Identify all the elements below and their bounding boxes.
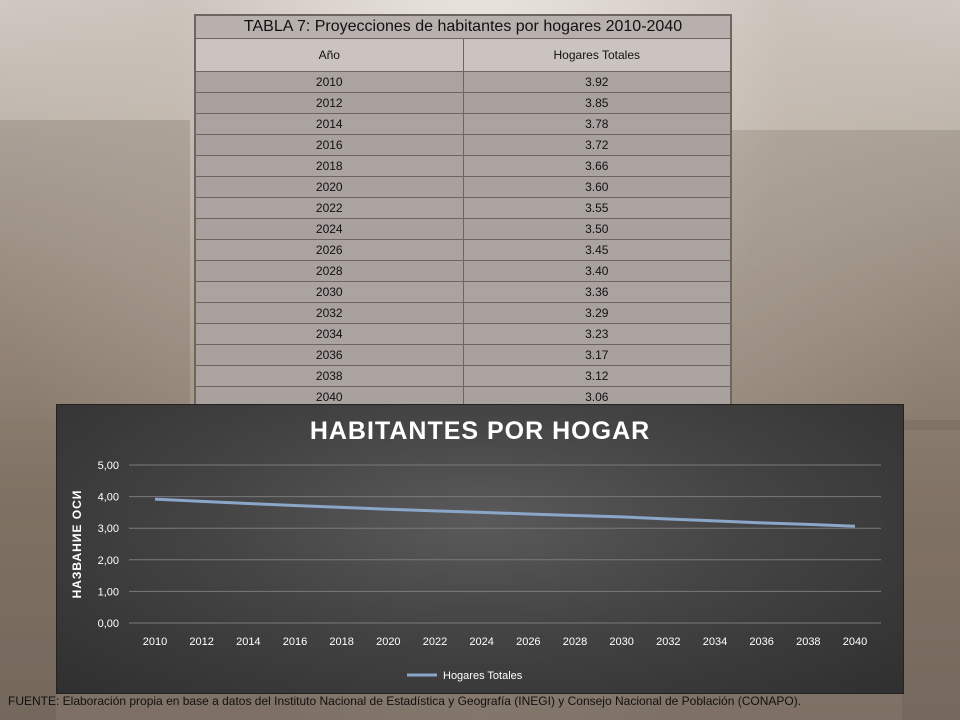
cell-households: 3.40	[462, 260, 731, 282]
cell-households: 3.50	[462, 218, 731, 240]
chart-plot: 0,00 1,00 2,00 3,00 4,00 5,00 2010 2012 2014 2016…	[70, 460, 881, 682]
cell-year: 2036	[195, 344, 464, 366]
cell-households: 3.45	[462, 239, 731, 261]
cell-year: 2032	[195, 302, 464, 324]
x-tick-label: 2018	[329, 636, 353, 648]
y-tick-label: 5,00	[98, 460, 119, 472]
x-tick-label: 2036	[749, 636, 773, 648]
x-tick-label: 2026	[516, 636, 540, 648]
y-tick-label: 2,00	[98, 555, 119, 567]
cell-households: 3.29	[462, 302, 731, 324]
x-tick-label: 2034	[703, 636, 727, 648]
cell-year: 2018	[195, 155, 464, 177]
cell-households: 3.66	[462, 155, 731, 177]
table-row: 2034 3.23	[195, 323, 731, 345]
cell-households: 3.72	[462, 134, 731, 156]
series-line	[154, 497, 856, 528]
y-tick-label: 3,00	[98, 523, 119, 535]
legend-label: Hogares Totales	[443, 670, 523, 682]
x-tick-label: 2010	[143, 636, 167, 648]
table-body: 2010 3.92 2012 3.85 2014 3.78 2016 3.72 2018 3.66…	[195, 71, 731, 408]
x-tick-label: 2014	[236, 636, 260, 648]
cell-households: 3.78	[462, 113, 731, 135]
table-row: 2028 3.40	[195, 260, 731, 282]
cell-households: 3.55	[462, 197, 731, 219]
x-tick-label: 2028	[563, 636, 587, 648]
source-note: FUENTE: Elaboración propia en base a dat…	[8, 694, 802, 708]
cell-year: 2034	[195, 323, 464, 345]
projection-table: TABLA 7: Proyecciones de habitantes por …	[194, 14, 732, 408]
cell-year: 2016	[195, 134, 464, 156]
cell-year: 2022	[195, 197, 464, 219]
table-row: 2032 3.29	[195, 302, 731, 324]
y-tick-label: 0,00	[98, 618, 119, 630]
column-header-year: Año	[195, 38, 464, 72]
cell-households: 3.36	[462, 281, 731, 303]
table-row: 2016 3.72	[195, 134, 731, 156]
cell-households: 3.85	[462, 92, 731, 114]
y-tick-label: 4,00	[98, 492, 119, 504]
table-row: 2024 3.50	[195, 218, 731, 240]
x-tick-label: 2030	[609, 636, 633, 648]
cell-year: 2030	[195, 281, 464, 303]
table-row: 2026 3.45	[195, 239, 731, 261]
table-row: 2022 3.55	[195, 197, 731, 219]
x-tick-label: 2024	[469, 636, 493, 648]
cell-year: 2014	[195, 113, 464, 135]
cell-year: 2040	[195, 386, 464, 408]
chart-title: HABITANTES POR HOGAR	[309, 417, 651, 445]
table-row: 2038 3.12	[195, 365, 731, 387]
table-row: 2010 3.92	[195, 71, 731, 93]
y-tick-label: 1,00	[98, 586, 119, 598]
cell-households: 3.60	[462, 176, 731, 198]
cell-households: 3.06	[462, 386, 731, 408]
table-row: 2014 3.78	[195, 113, 731, 135]
cell-year: 2012	[195, 92, 464, 114]
table-row: 2018 3.66	[195, 155, 731, 177]
x-tick-label: 2022	[423, 636, 447, 648]
cell-households: 3.12	[462, 365, 731, 387]
x-tick-label: 2032	[656, 636, 680, 648]
column-header-households: Hogares Totales	[462, 38, 731, 72]
cell-year: 2010	[195, 71, 464, 93]
cell-households: 3.23	[462, 323, 731, 345]
table-row: 2012 3.85	[195, 92, 731, 114]
cell-year: 2028	[195, 260, 464, 282]
x-tick-label: 2040	[843, 636, 867, 648]
table-row: 2020 3.60	[195, 176, 731, 198]
cell-households: 3.92	[462, 71, 731, 93]
x-tick-label: 2016	[283, 636, 307, 648]
x-tick-label: 2020	[376, 636, 400, 648]
line-chart: HABITANTES POR HOGAR 0,00 1,00 2,00 3,00 4,0…	[56, 404, 904, 694]
cell-year: 2026	[195, 239, 464, 261]
table-row: 2036 3.17	[195, 344, 731, 366]
cell-year: 2024	[195, 218, 464, 240]
x-tick-label: 2012	[189, 636, 213, 648]
table-row: 2030 3.36	[195, 281, 731, 303]
cell-households: 3.17	[462, 344, 731, 366]
x-tick-label: 2038	[796, 636, 820, 648]
table-title: TABLA 7: Proyecciones de habitantes por …	[195, 15, 731, 39]
cell-year: 2038	[195, 365, 464, 387]
y-axis-title: НАЗВАНИЕ ОСИ	[70, 490, 84, 599]
table-row: 2040 3.06	[195, 386, 731, 408]
cell-year: 2020	[195, 176, 464, 198]
